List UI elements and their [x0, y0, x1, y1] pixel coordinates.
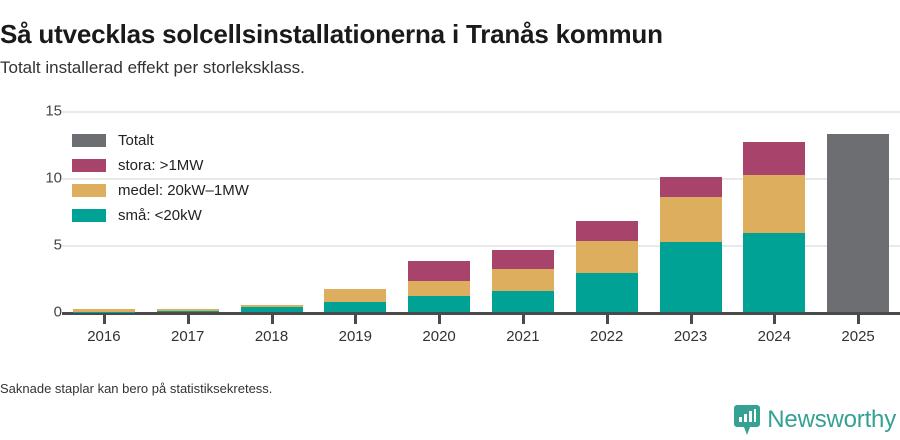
- bar-segment-medel[interactable]: [492, 269, 554, 290]
- bar-column[interactable]: [157, 309, 219, 312]
- bar-segment-totalt[interactable]: [827, 134, 889, 312]
- bar-column[interactable]: [492, 250, 554, 312]
- bar-segment-sma[interactable]: [576, 273, 638, 312]
- bar-segment-sma[interactable]: [241, 307, 303, 312]
- brand-name: Newsworthy: [767, 406, 896, 434]
- legend-item[interactable]: medel: 20kW–1MW: [72, 178, 249, 203]
- bar-segment-stora[interactable]: [576, 221, 638, 241]
- bar-segment-medel[interactable]: [324, 289, 386, 302]
- bar-segment-sma[interactable]: [743, 233, 805, 312]
- y-tick-label: 10: [2, 170, 62, 187]
- bar-column[interactable]: [743, 142, 805, 312]
- bar-segment-sma[interactable]: [157, 311, 219, 312]
- bar-segment-medel[interactable]: [743, 175, 805, 233]
- x-tick-label: 2022: [562, 328, 652, 345]
- legend-label: medel: 20kW–1MW: [118, 182, 249, 199]
- y-tick-label: 0: [2, 304, 62, 321]
- x-tick-mark: [606, 315, 609, 324]
- bar-segment-stora[interactable]: [660, 177, 722, 197]
- x-tick-label: 2017: [143, 328, 233, 345]
- legend-item[interactable]: stora: >1MW: [72, 153, 249, 178]
- bar-column[interactable]: [660, 177, 722, 312]
- bar-column[interactable]: [576, 221, 638, 312]
- bar-segment-medel[interactable]: [408, 281, 470, 296]
- bar-segment-stora[interactable]: [492, 250, 554, 269]
- newsworthy-pin-barchart-icon: [734, 405, 760, 435]
- x-tick-label: 2018: [227, 328, 317, 345]
- x-tick-label: 2016: [59, 328, 149, 345]
- legend-swatch-totalt: [72, 134, 106, 147]
- bar-segment-medel[interactable]: [660, 197, 722, 243]
- x-tick-mark: [857, 315, 860, 324]
- legend-item[interactable]: Totalt: [72, 128, 249, 153]
- x-tick-label: 2024: [729, 328, 819, 345]
- bar-segment-sma[interactable]: [660, 242, 722, 312]
- x-tick-mark: [438, 315, 441, 324]
- footnote: Saknade staplar kan bero på statistiksek…: [0, 381, 272, 396]
- legend-label: Totalt: [118, 132, 154, 149]
- bar-segment-stora[interactable]: [408, 261, 470, 280]
- x-tick-label: 2019: [310, 328, 400, 345]
- bar-segment-medel[interactable]: [576, 241, 638, 273]
- bar-column[interactable]: [324, 289, 386, 312]
- x-tick-label: 2023: [646, 328, 736, 345]
- chart-legend: Totalt stora: >1MW medel: 20kW–1MW små: <20…: [72, 128, 249, 228]
- x-tick-label: 2020: [394, 328, 484, 345]
- brand-logo: Newsworthy: [734, 405, 896, 435]
- bar-segment-stora[interactable]: [743, 142, 805, 176]
- x-tick-mark: [271, 315, 274, 324]
- bar-column[interactable]: [73, 309, 135, 312]
- legend-item[interactable]: små: <20kW: [72, 203, 249, 228]
- page-title: Så utvecklas solcellsinstallationerna i …: [0, 19, 663, 50]
- y-tick-label: 15: [2, 103, 62, 120]
- legend-label: små: <20kW: [118, 207, 202, 224]
- bar-column[interactable]: [408, 261, 470, 312]
- legend-swatch-sma: [72, 209, 106, 222]
- bar-column[interactable]: [241, 305, 303, 312]
- chart-subtitle: Totalt installerad effekt per storlekskl…: [0, 58, 305, 78]
- legend-swatch-medel: [72, 184, 106, 197]
- x-tick-mark: [690, 315, 693, 324]
- x-tick-label: 2025: [813, 328, 900, 345]
- bar-segment-sma[interactable]: [492, 291, 554, 312]
- bar-segment-sma[interactable]: [324, 302, 386, 312]
- x-tick-mark: [354, 315, 357, 324]
- x-tick-mark: [187, 315, 190, 324]
- legend-label: stora: >1MW: [118, 157, 203, 174]
- bar-column[interactable]: [827, 134, 889, 312]
- y-tick-label: 5: [2, 237, 62, 254]
- bar-segment-sma[interactable]: [408, 296, 470, 312]
- legend-swatch-stora: [72, 159, 106, 172]
- x-tick-label: 2021: [478, 328, 568, 345]
- x-tick-mark: [773, 315, 776, 324]
- x-tick-mark: [103, 315, 106, 324]
- x-tick-mark: [522, 315, 525, 324]
